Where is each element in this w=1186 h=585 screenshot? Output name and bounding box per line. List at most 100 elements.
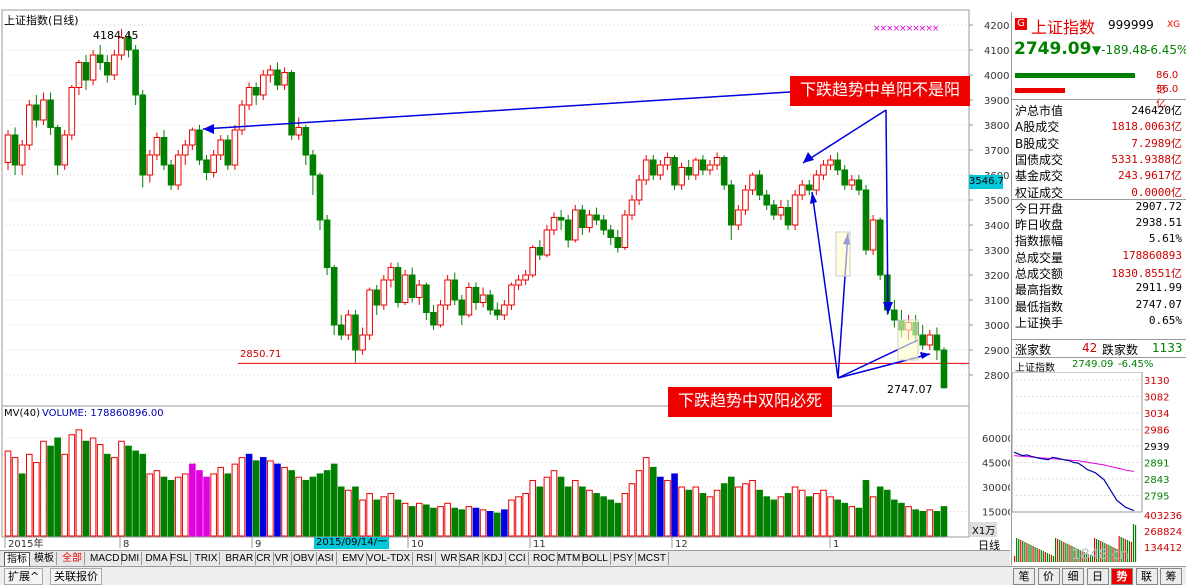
volume-bar [196,470,203,537]
side-tab[interactable]: 筹 [1160,568,1182,585]
candle-body [316,174,324,221]
toolbar-item[interactable]: EMV [340,552,367,565]
toolbar-item[interactable]: ASI [316,552,337,565]
volume-bar [337,486,345,537]
toolbar-item[interactable]: CR [254,552,274,565]
candle-body [359,334,366,351]
candle-body [274,69,281,86]
volume-bar [139,453,147,537]
toolbar-item[interactable]: VOL-TDX [365,552,414,565]
toolbar-item[interactable]: 全部 [60,552,85,565]
candle-body [543,229,551,256]
toolbar-item[interactable]: VR [273,552,292,565]
toolbar-item[interactable]: BOLL [580,552,611,565]
volume-bar [75,429,83,537]
mini-vol-tick-label: 268824 [1144,527,1182,538]
index-code: 999999 [1108,18,1154,32]
candle-body [189,129,196,146]
candle-body [231,129,239,166]
mini-tick-label: 3130 [1144,376,1169,387]
toolbar-item[interactable]: MCST [636,552,669,565]
quote-row: 最高指数 2911.99 [1012,281,1184,297]
candle-body [25,104,33,146]
volume-bar [798,489,806,537]
toolbar-item[interactable]: PSY [611,552,637,565]
svg-text:1: 1 [833,539,839,550]
volume-bar [281,466,288,537]
side-tab[interactable]: 细 [1062,568,1084,585]
candle-body [281,72,288,86]
recent-low-label: 2747.07 [887,383,933,396]
mini-vol-bar [1057,539,1059,562]
mini-vol-bar [1077,549,1079,562]
fall-label: 跌家数 [1102,343,1139,357]
volume-bar [905,506,912,537]
candle-body [345,314,352,336]
candle-body [501,304,508,316]
volume-bar [579,486,586,537]
side-tab[interactable]: 日 [1086,568,1109,585]
toolbar-item[interactable]: CCI [506,552,529,565]
toolbar-item[interactable]: 模板 [32,552,57,565]
candle-body [869,219,877,251]
toolbar-item[interactable]: DMA [143,552,171,565]
volume-bar [784,493,792,537]
toolbar-item[interactable]: WR [439,552,461,565]
svg-text:8: 8 [123,539,129,550]
price-tick-label: 3400 [984,221,1009,232]
mini-tick-label: 2843 [1144,475,1169,486]
toolbar-item[interactable]: RSI [414,552,436,565]
volume-bar [231,463,239,537]
toolbar-item[interactable]: BRAR [223,552,257,565]
side-tab[interactable]: 联 [1135,568,1158,585]
candle-body [493,309,501,316]
volume-bar [323,470,331,537]
toolbar-item[interactable]: MACD [88,552,123,565]
toolbar-item[interactable]: OBV [291,552,318,565]
candle-body [649,159,657,176]
price-tick-label: 3300 [984,246,1009,257]
toolbar-item[interactable]: MTM [556,552,584,565]
volume-bar [259,457,267,537]
quote-row-value: 178860893 [1122,248,1182,262]
intraday-mini-chart[interactable]: 3130 3082 3034 2986 2939 2891 2843 2795 403236 26… [1012,372,1186,565]
period-label[interactable]: 日线 [978,539,1000,552]
toolbar-item[interactable]: DMI [119,552,143,565]
quote-row-value: 1818.0063亿 [1111,120,1182,134]
bottom-tab[interactable]: 关联报价 [50,568,102,585]
side-tab[interactable]: 笔 [1013,568,1035,585]
candle-body [756,174,763,196]
mini-vol-bar [1063,542,1065,562]
volume-bar [586,489,593,537]
toolbar-item[interactable]: SAR [457,552,483,565]
candle-body [564,219,572,241]
quote-panel: G 上证指数 999999 XG 2749.09 ▼-189.48 -6.45%… [1011,12,1186,565]
candle-body [586,214,593,228]
mini-frame [1012,372,1143,513]
volume-bar [536,486,544,537]
bottom-tab[interactable]: 扩展^ [4,568,44,585]
toolbar-item[interactable]: FSL [168,552,192,565]
toolbar-item[interactable]: KDJ [482,552,506,565]
volume-bar [891,499,898,537]
volume-bar [160,476,168,537]
indicator-toolbar: 指标 模板 全部 MACD DMI DMA FSL TRIX BRAR CR VR OBV ASI EMV… [0,550,1010,567]
quote-row: 国债成交 5331.9388亿 [1012,151,1184,167]
volume-bar [330,463,338,537]
candle-body [855,179,863,191]
mini-tick-label: 2939 [1144,442,1169,453]
mini-vol-bar [1112,547,1114,562]
toolbar-item[interactable]: ROC [531,552,559,565]
candle-body [486,294,494,311]
volume-bar [245,453,253,537]
mini-vol-bar [1096,539,1098,562]
toolbar-item[interactable]: TRIX [193,552,221,565]
toolbar-item[interactable]: 指标 [4,552,30,567]
side-tab[interactable]: 势 [1111,568,1133,585]
candle-body [238,104,246,131]
price-tick-label: 3100 [984,296,1009,307]
mini-vol-bar [1052,556,1055,562]
candle-body [224,139,232,166]
side-tab[interactable]: 价 [1037,568,1060,585]
quote-row-label: 国债成交 [1015,152,1064,167]
